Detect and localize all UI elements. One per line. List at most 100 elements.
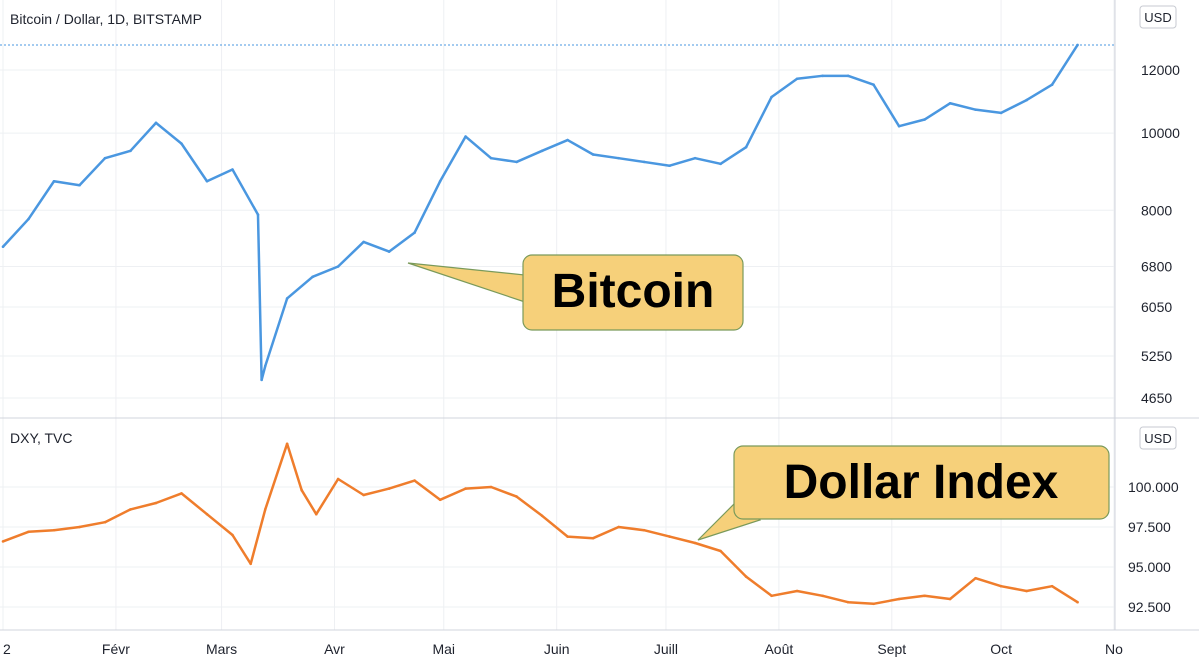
dxy-data-point bbox=[719, 549, 722, 553]
btc-pane-title: Bitcoin / Dollar, 1D, BITSTAMP bbox=[10, 11, 202, 27]
dxy-data-point bbox=[540, 514, 544, 518]
btc-data-point bbox=[180, 142, 183, 145]
time-tick-label: Juill bbox=[654, 641, 678, 657]
dxy-data-point bbox=[515, 495, 518, 498]
btc-price-axis[interactable]: 12000 10000 8000 6800 6050 5250 4650 bbox=[1141, 62, 1180, 406]
btc-data-point bbox=[846, 74, 850, 78]
btc-data-point bbox=[770, 95, 773, 99]
btc-data-point bbox=[821, 74, 824, 78]
time-tick-label: Juin bbox=[544, 641, 570, 657]
bitcoin-callout-joint bbox=[524, 274, 530, 304]
btc-price-tick-label: 6050 bbox=[1141, 299, 1172, 315]
btc-data-point bbox=[413, 231, 416, 234]
btc-data-point bbox=[515, 160, 518, 164]
dxy-data-point bbox=[821, 594, 824, 598]
dxy-data-point bbox=[336, 477, 340, 481]
btc-currency-badge[interactable]: USD bbox=[1139, 5, 1177, 29]
dxy-data-point bbox=[300, 488, 303, 492]
btc-data-point bbox=[52, 179, 56, 183]
btc-data-point bbox=[78, 183, 81, 187]
dxy-data-point bbox=[78, 525, 81, 529]
btc-price-tick-label: 10000 bbox=[1141, 125, 1180, 141]
btc-data-point bbox=[311, 275, 314, 279]
dxy-data-point bbox=[413, 479, 416, 482]
dxy-data-point bbox=[249, 562, 252, 566]
btc-data-point bbox=[897, 124, 901, 128]
time-tick-label: Avr bbox=[324, 641, 345, 657]
dxy-data-point bbox=[566, 535, 569, 538]
btc-data-point bbox=[362, 240, 365, 244]
dxy-price-tick-label: 97.500 bbox=[1128, 519, 1171, 535]
btc-data-point bbox=[617, 156, 620, 160]
btc-data-point bbox=[1025, 98, 1028, 102]
dxy-data-point bbox=[285, 442, 289, 446]
btc-data-point bbox=[1076, 43, 1079, 47]
btc-data-point bbox=[285, 297, 289, 300]
dxy-currency-badge[interactable]: USD bbox=[1139, 426, 1177, 450]
btc-data-point bbox=[154, 121, 158, 125]
btc-data-point bbox=[231, 168, 234, 171]
dxy-data-point bbox=[464, 487, 467, 490]
bitcoin-callout-box bbox=[522, 254, 744, 331]
btc-price-tick-label: 4650 bbox=[1141, 390, 1172, 406]
dollar-index-callout-joint bbox=[740, 503, 752, 517]
btc-data-point bbox=[1, 245, 5, 249]
bitcoin-callout-label: Bitcoin bbox=[552, 265, 715, 318]
dxy-data-point bbox=[438, 498, 442, 502]
dxy-data-point bbox=[27, 530, 30, 534]
dxy-data-point bbox=[103, 520, 107, 524]
btc-data-point bbox=[438, 179, 442, 183]
dxy-price-tick-label: 95.000 bbox=[1128, 559, 1171, 575]
dxy-data-point bbox=[1050, 584, 1054, 588]
btc-data-point bbox=[540, 149, 544, 153]
btc-data-point bbox=[974, 108, 977, 111]
bitcoin-callout: Bitcoin bbox=[407, 254, 744, 331]
btc-price-tick-label: 12000 bbox=[1141, 62, 1180, 78]
btc-data-point bbox=[256, 213, 260, 216]
btc-data-point bbox=[263, 364, 267, 368]
btc-data-point bbox=[999, 111, 1003, 115]
dxy-pane-title: DXY, TVC bbox=[10, 430, 73, 446]
dollar-index-callout-box bbox=[733, 445, 1110, 520]
dxy-data-point bbox=[263, 508, 267, 511]
btc-data-point bbox=[719, 162, 722, 166]
time-axis[interactable]: 2 Févr Mars Avr Mai Juin Juill Août Sept Oct No bbox=[3, 641, 1123, 657]
dxy-data-point bbox=[387, 487, 391, 490]
dxy-data-point bbox=[205, 512, 209, 516]
dxy-data-point bbox=[668, 535, 671, 538]
dxy-price-tick-label: 92.500 bbox=[1128, 599, 1171, 615]
dxy-data-point bbox=[52, 528, 56, 532]
dxy-data-point bbox=[897, 597, 901, 601]
point-layer bbox=[1, 43, 1079, 606]
btc-data-point bbox=[566, 138, 569, 142]
dxy-currency-label: USD bbox=[1144, 431, 1171, 446]
dxy-data-point bbox=[770, 594, 773, 598]
dxy-data-point bbox=[923, 594, 926, 598]
btc-data-point bbox=[923, 118, 926, 121]
dxy-data-point bbox=[129, 508, 132, 511]
btc-data-point bbox=[693, 156, 697, 160]
dxy-data-point bbox=[948, 597, 952, 601]
dollar-index-callout: Dollar Index bbox=[697, 445, 1110, 541]
btc-data-point bbox=[260, 378, 263, 382]
time-tick-label: Mars bbox=[206, 641, 237, 657]
btc-data-point bbox=[948, 101, 952, 105]
dxy-data-point bbox=[617, 525, 620, 529]
btc-data-point bbox=[387, 250, 391, 253]
dxy-data-point bbox=[846, 600, 850, 604]
time-tick-label: Sept bbox=[877, 641, 906, 657]
time-tick-label: Août bbox=[764, 641, 793, 657]
dxy-data-point bbox=[1, 540, 5, 543]
dxy-data-point bbox=[872, 602, 875, 606]
btc-data-point bbox=[872, 83, 875, 87]
dxy-data-point bbox=[642, 528, 646, 532]
time-tick-label: Févr bbox=[102, 641, 130, 657]
btc-data-point bbox=[103, 156, 107, 160]
dxy-data-point bbox=[744, 575, 748, 578]
btc-data-point bbox=[1050, 83, 1054, 87]
dxy-price-axis[interactable]: 100.000 97.500 95.000 92.500 bbox=[1128, 479, 1179, 615]
btc-data-point bbox=[744, 145, 748, 149]
